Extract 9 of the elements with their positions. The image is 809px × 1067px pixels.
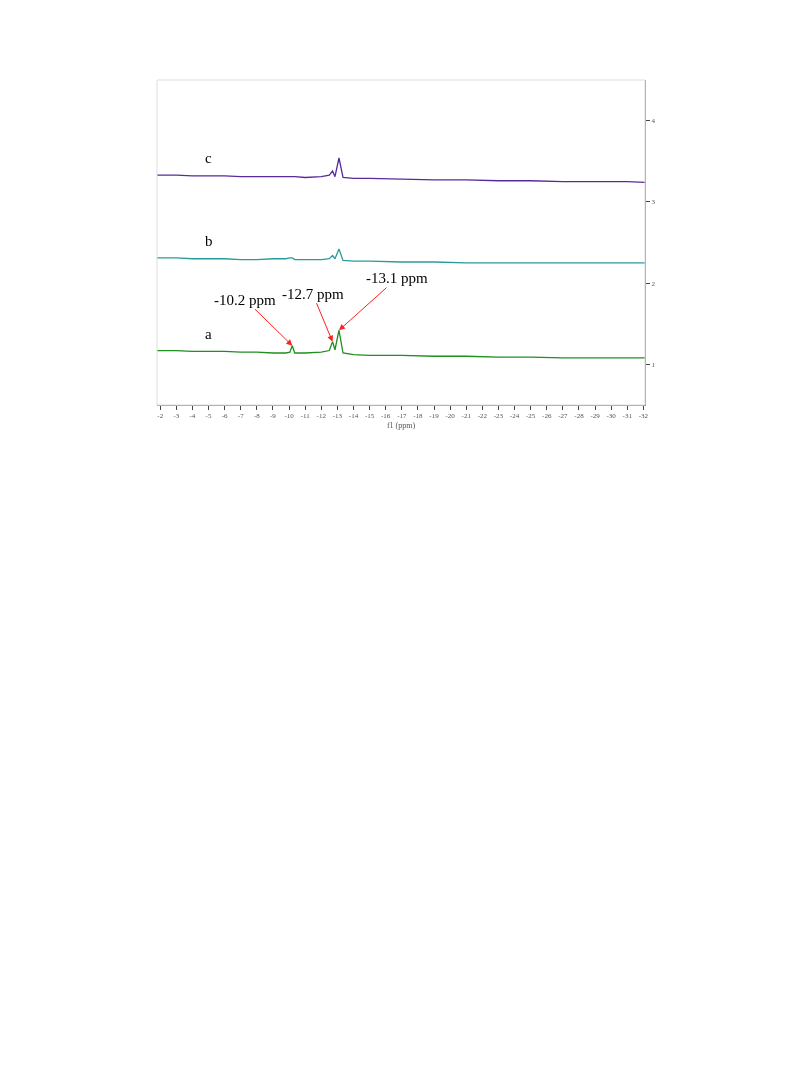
line-series xyxy=(157,157,645,184)
series-label: c xyxy=(205,150,212,166)
annotation: -12.7 ppm xyxy=(282,286,344,302)
annotation: -10.2 ppm xyxy=(214,292,276,308)
line-series xyxy=(157,248,645,264)
annotation: -13.1 ppm xyxy=(366,270,428,286)
series-label: b xyxy=(205,233,213,249)
series-label: a xyxy=(205,326,212,342)
x-axis-title: f1 (ppm) xyxy=(386,420,416,430)
